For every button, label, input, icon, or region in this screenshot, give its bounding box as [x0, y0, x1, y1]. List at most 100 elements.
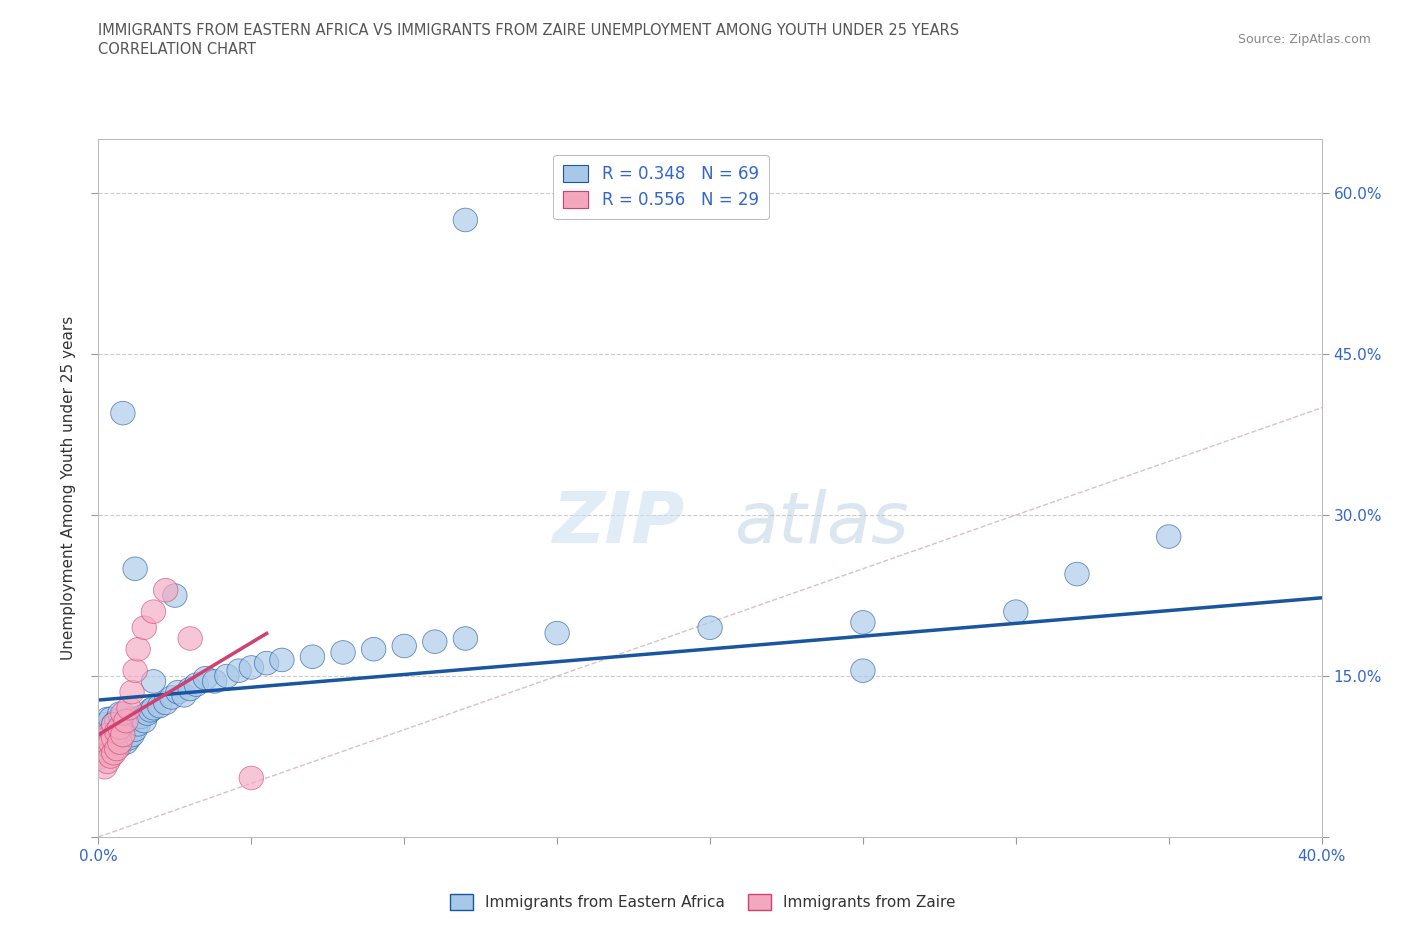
Ellipse shape [330, 641, 356, 664]
Ellipse shape [101, 712, 127, 737]
Ellipse shape [96, 751, 120, 774]
Ellipse shape [1157, 525, 1181, 549]
Ellipse shape [361, 637, 385, 661]
Ellipse shape [153, 578, 179, 602]
Ellipse shape [117, 697, 141, 720]
Ellipse shape [120, 681, 145, 704]
Ellipse shape [96, 728, 120, 752]
Ellipse shape [851, 658, 875, 683]
Legend: R = 0.348   N = 69, R = 0.556   N = 29: R = 0.348 N = 69, R = 0.556 N = 29 [554, 154, 769, 219]
Ellipse shape [851, 611, 875, 634]
Ellipse shape [98, 734, 122, 758]
Ellipse shape [96, 724, 120, 747]
Ellipse shape [96, 739, 120, 763]
Ellipse shape [93, 712, 117, 737]
Ellipse shape [122, 658, 148, 683]
Ellipse shape [101, 741, 127, 765]
Ellipse shape [160, 685, 184, 710]
Ellipse shape [117, 710, 141, 733]
Ellipse shape [104, 710, 129, 733]
Ellipse shape [148, 695, 172, 718]
Ellipse shape [96, 718, 120, 741]
Ellipse shape [96, 734, 120, 758]
Ellipse shape [98, 745, 122, 768]
Ellipse shape [153, 691, 179, 714]
Ellipse shape [93, 739, 117, 763]
Ellipse shape [172, 684, 197, 707]
Ellipse shape [120, 707, 145, 731]
Ellipse shape [1064, 563, 1090, 586]
Text: Source: ZipAtlas.com: Source: ZipAtlas.com [1237, 33, 1371, 46]
Ellipse shape [239, 766, 263, 790]
Ellipse shape [127, 712, 150, 737]
Ellipse shape [108, 716, 132, 739]
Ellipse shape [108, 724, 132, 747]
Ellipse shape [108, 734, 132, 758]
Ellipse shape [114, 731, 138, 754]
Ellipse shape [135, 702, 160, 725]
Ellipse shape [127, 637, 150, 661]
Ellipse shape [132, 616, 156, 640]
Ellipse shape [89, 745, 114, 768]
Ellipse shape [98, 724, 122, 747]
Ellipse shape [697, 616, 723, 640]
Ellipse shape [301, 644, 325, 669]
Ellipse shape [111, 728, 135, 752]
Ellipse shape [184, 672, 208, 697]
Ellipse shape [226, 658, 252, 683]
Ellipse shape [98, 731, 122, 754]
Text: ZIP: ZIP [554, 488, 686, 558]
Ellipse shape [104, 724, 129, 747]
Ellipse shape [122, 718, 148, 741]
Ellipse shape [202, 670, 226, 693]
Ellipse shape [122, 557, 148, 580]
Ellipse shape [111, 718, 135, 741]
Ellipse shape [215, 664, 239, 688]
Ellipse shape [254, 651, 278, 675]
Ellipse shape [453, 627, 478, 650]
Ellipse shape [101, 739, 127, 763]
Ellipse shape [93, 755, 117, 779]
Ellipse shape [98, 707, 122, 731]
Ellipse shape [141, 600, 166, 623]
Ellipse shape [179, 627, 202, 650]
Ellipse shape [89, 734, 114, 758]
Ellipse shape [104, 731, 129, 754]
Legend: Immigrants from Eastern Africa, Immigrants from Zaire: Immigrants from Eastern Africa, Immigran… [443, 886, 963, 918]
Ellipse shape [141, 670, 166, 693]
Ellipse shape [1004, 600, 1028, 623]
Ellipse shape [111, 702, 135, 725]
Ellipse shape [163, 584, 187, 607]
Ellipse shape [114, 710, 138, 733]
Ellipse shape [104, 720, 129, 744]
Ellipse shape [141, 697, 166, 720]
Ellipse shape [101, 726, 127, 751]
Ellipse shape [108, 731, 132, 754]
Ellipse shape [179, 677, 202, 700]
Ellipse shape [101, 726, 127, 751]
Ellipse shape [111, 724, 135, 747]
Ellipse shape [101, 712, 127, 737]
Ellipse shape [193, 667, 218, 690]
Ellipse shape [423, 630, 447, 654]
Y-axis label: Unemployment Among Youth under 25 years: Unemployment Among Youth under 25 years [60, 316, 76, 660]
Text: IMMIGRANTS FROM EASTERN AFRICA VS IMMIGRANTS FROM ZAIRE UNEMPLOYMENT AMONG YOUTH: IMMIGRANTS FROM EASTERN AFRICA VS IMMIGR… [98, 23, 959, 38]
Ellipse shape [93, 724, 117, 747]
Ellipse shape [120, 724, 145, 747]
Ellipse shape [93, 728, 117, 752]
Ellipse shape [392, 634, 416, 658]
Ellipse shape [96, 707, 120, 731]
Ellipse shape [453, 208, 478, 232]
Ellipse shape [114, 716, 138, 739]
Ellipse shape [166, 681, 190, 704]
Ellipse shape [89, 718, 114, 741]
Ellipse shape [108, 702, 132, 725]
Ellipse shape [104, 737, 129, 761]
Ellipse shape [546, 621, 569, 644]
Ellipse shape [129, 705, 153, 728]
Ellipse shape [138, 698, 163, 723]
Ellipse shape [89, 728, 114, 752]
Ellipse shape [270, 648, 294, 671]
Ellipse shape [93, 734, 117, 758]
Text: CORRELATION CHART: CORRELATION CHART [98, 42, 256, 57]
